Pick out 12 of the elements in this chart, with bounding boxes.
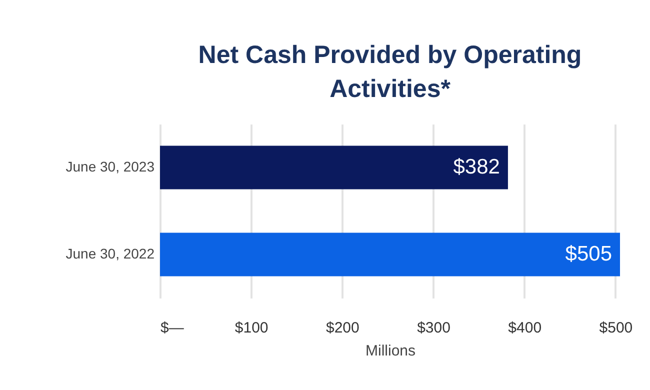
data-label: $505	[565, 242, 612, 266]
x-tick-label: $300	[417, 320, 450, 336]
x-tick-label: $500	[599, 320, 633, 336]
x-tick-label: $100	[234, 320, 268, 336]
x-axis-title: Millions	[365, 342, 416, 360]
x-tick-label: $400	[508, 320, 542, 336]
y-tick-label: June 30, 2023	[66, 158, 155, 174]
y-tick-label: June 30, 2022	[66, 246, 155, 262]
data-label: $382	[453, 156, 500, 178]
chart-title: Net Cash Provided by Operating Activities*	[198, 41, 582, 103]
x-tick-label: $200	[326, 320, 360, 336]
x-tick-label: $—	[160, 320, 184, 336]
